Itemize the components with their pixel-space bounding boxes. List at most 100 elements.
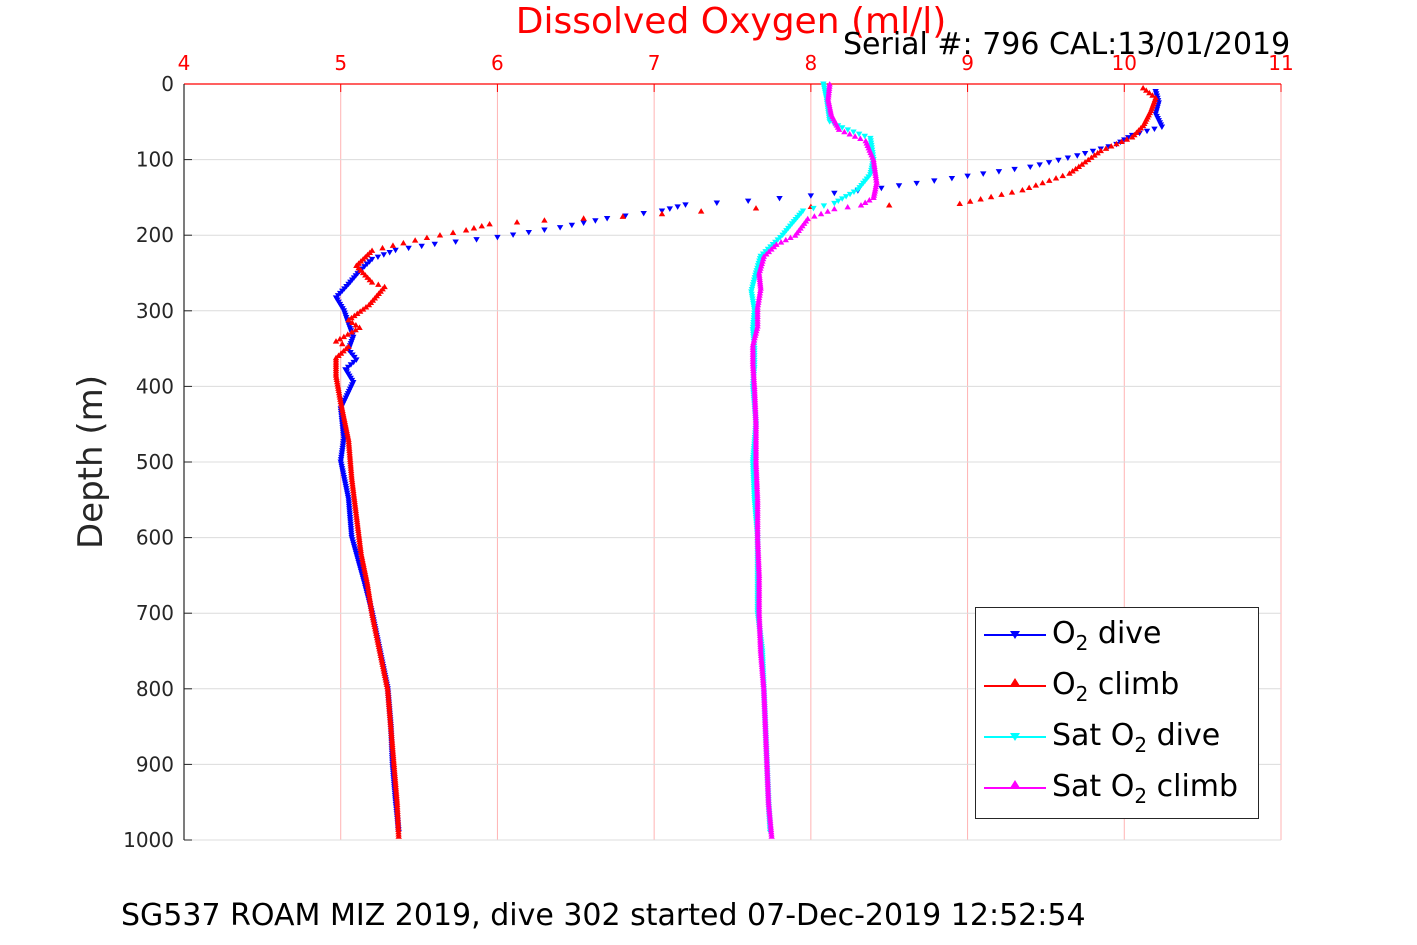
data-point — [375, 641, 382, 647]
legend-item: Sat O2 climb — [976, 765, 1258, 811]
data-point — [386, 250, 393, 256]
data-point — [640, 210, 647, 217]
data-point — [380, 252, 388, 258]
data-point — [367, 601, 374, 607]
data-point — [449, 229, 457, 235]
data-point — [871, 165, 878, 172]
data-point — [866, 197, 873, 203]
data-point — [753, 325, 761, 331]
data-point — [374, 639, 382, 645]
data-point — [357, 549, 365, 556]
data-point — [365, 587, 372, 593]
axes: 4 5 6 7 8 9 10 11 0 100 200 300 400 500 600 700 800 900 10… — [123, 51, 1294, 852]
data-point — [343, 429, 351, 436]
data-point — [335, 387, 342, 394]
data-point — [509, 232, 517, 238]
data-point — [344, 431, 351, 438]
y-tick-label: 800 — [136, 677, 174, 701]
data-point — [977, 196, 984, 202]
data-point — [356, 308, 364, 314]
data-point — [787, 234, 794, 241]
data-point — [1125, 135, 1132, 141]
chart-title: Dissolved Oxygen (ml/l) — [515, 1, 947, 42]
data-point — [1019, 186, 1026, 193]
data-point — [382, 674, 389, 681]
grid-lines — [183, 83, 1282, 841]
data-point — [395, 833, 402, 839]
data-point — [379, 244, 386, 251]
data-point — [352, 326, 359, 333]
data-point — [1118, 138, 1125, 145]
legend-swatch — [984, 787, 1046, 789]
data-point — [360, 563, 368, 570]
data-point — [334, 383, 342, 389]
data-point — [340, 333, 348, 340]
data-point — [358, 552, 365, 558]
data-point — [1088, 154, 1095, 160]
data-point — [873, 177, 880, 183]
data-point — [603, 216, 611, 222]
data-point — [841, 128, 848, 135]
data-point — [580, 215, 587, 221]
y-tick-label: 600 — [136, 526, 174, 550]
data-point — [826, 104, 834, 111]
y-tick-label: 500 — [136, 450, 174, 474]
data-point — [824, 208, 831, 214]
data-point — [340, 411, 347, 418]
y-tick-label: 300 — [136, 299, 174, 323]
data-point — [359, 306, 367, 312]
data-point — [580, 220, 587, 226]
data-point — [870, 161, 878, 167]
data-point — [1075, 163, 1083, 169]
data-point — [1046, 177, 1053, 183]
data-point — [411, 237, 419, 243]
series-sat-o2-climb — [749, 81, 880, 839]
data-point — [851, 133, 859, 139]
data-point — [373, 634, 381, 641]
data-point — [364, 582, 371, 588]
data-point — [366, 596, 374, 602]
data-point — [777, 239, 785, 245]
data-point — [839, 125, 846, 131]
data-point — [383, 679, 390, 685]
data-point — [343, 425, 350, 431]
data-point — [374, 254, 382, 261]
data-point — [1097, 147, 1104, 154]
data-point — [768, 833, 775, 839]
data-point — [807, 193, 815, 199]
data-point — [365, 589, 373, 595]
data-point — [1045, 160, 1053, 166]
data-point — [878, 185, 885, 192]
data-point — [666, 206, 674, 212]
x-tick-label: 5 — [334, 51, 347, 75]
data-point — [375, 281, 382, 287]
data-point — [340, 414, 348, 420]
data-point — [750, 339, 757, 346]
data-point — [844, 203, 851, 210]
data-point — [956, 200, 963, 207]
data-point — [1094, 149, 1101, 156]
data-point — [791, 232, 799, 238]
x-tick-label: 11 — [1268, 51, 1293, 75]
data-point — [1113, 140, 1120, 147]
data-point — [356, 324, 363, 330]
data-point — [470, 225, 478, 231]
data-point — [334, 381, 341, 387]
data-point — [757, 285, 764, 291]
data-point — [1108, 143, 1115, 149]
data-point — [525, 229, 532, 236]
data-point — [964, 173, 971, 180]
data-point — [359, 556, 366, 563]
data-point — [332, 372, 340, 378]
data-point — [379, 663, 387, 670]
x-tick-label: 10 — [1112, 51, 1137, 75]
x-tick-label: 8 — [804, 51, 817, 75]
data-point — [367, 603, 375, 609]
data-point — [752, 205, 760, 211]
y-tick-label: 400 — [136, 374, 174, 398]
data-point — [362, 573, 370, 579]
data-point — [998, 191, 1005, 197]
data-point — [752, 332, 759, 338]
data-point — [366, 594, 373, 600]
data-point — [1032, 182, 1040, 188]
